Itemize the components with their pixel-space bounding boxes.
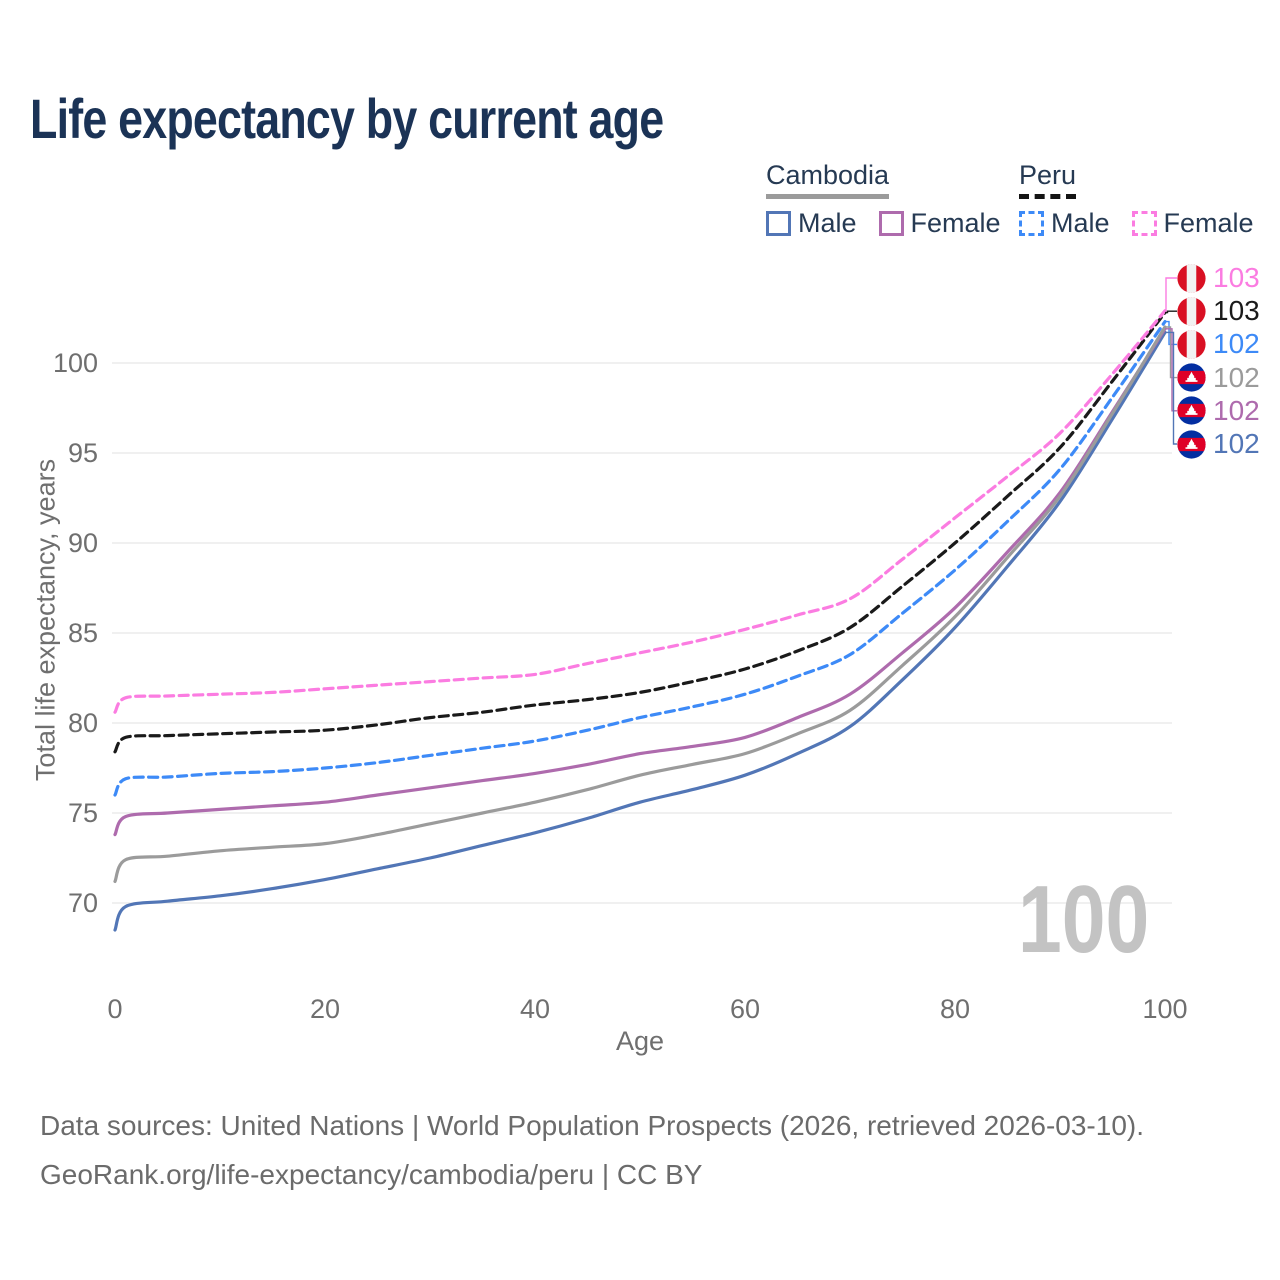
x-tick-100: 100 bbox=[1142, 994, 1188, 1024]
legend-item-peru-female[interactable]: Female bbox=[1131, 208, 1254, 239]
legend-item-cambodia-male[interactable]: Male bbox=[766, 208, 857, 239]
end-connector-peru bbox=[1165, 310, 1177, 314]
cambodia-flag-icon bbox=[1177, 363, 1206, 392]
end-label-row-cambodia[interactable]: 102 bbox=[1177, 363, 1260, 393]
peru-male-swatch-icon bbox=[1019, 211, 1044, 236]
peru-flag-icon bbox=[1177, 330, 1206, 359]
footer: Data sources: United Nations | World Pop… bbox=[40, 1106, 1144, 1203]
age-watermark: 100 bbox=[1018, 866, 1150, 973]
end-connector-cambodia-female bbox=[1165, 328, 1177, 412]
y-tick-85: 85 bbox=[67, 618, 98, 648]
end-label-value: 102 bbox=[1213, 428, 1260, 459]
end-label-value: 102 bbox=[1213, 394, 1260, 426]
end-connector-peru-female bbox=[1165, 277, 1177, 312]
cambodia-flag-icon bbox=[1177, 430, 1206, 459]
cambodia-male-swatch-icon bbox=[766, 211, 791, 236]
end-label-value: 102 bbox=[1213, 361, 1260, 393]
end-connector-cambodia bbox=[1165, 326, 1177, 379]
legend-group-cambodia: Cambodia Male Female bbox=[766, 160, 1001, 239]
series-line-peru[interactable] bbox=[113, 311, 1167, 754]
x-axis-title: Age bbox=[615, 1026, 665, 1056]
y-tick-70: 70 bbox=[67, 888, 98, 918]
end-label-row-peru-male[interactable]: 102 bbox=[1177, 329, 1260, 359]
y-tick-95: 95 bbox=[67, 438, 98, 468]
legend-item-label: Female bbox=[910, 208, 1001, 238]
x-tick-20: 20 bbox=[309, 994, 341, 1024]
end-label-row-cambodia-male[interactable]: 102 bbox=[1177, 429, 1260, 459]
y-tick-100: 100 bbox=[52, 348, 98, 378]
legend-country-peru[interactable]: Peru bbox=[1019, 160, 1077, 199]
end-label-row-cambodia-female[interactable]: 102 bbox=[1177, 396, 1260, 426]
series-line-peru-male[interactable] bbox=[113, 320, 1167, 797]
y-tick-90: 90 bbox=[67, 528, 98, 558]
footer-attribution: GeoRank.org/life-expectancy/cambodia/per… bbox=[40, 1158, 703, 1190]
end-label-value: 102 bbox=[1213, 328, 1260, 360]
series-line-cambodia[interactable] bbox=[113, 325, 1167, 883]
end-label-row-peru-female[interactable]: 103 bbox=[1177, 263, 1260, 293]
legend-group-peru: Peru Male Female bbox=[1019, 160, 1254, 239]
end-label-value: 103 bbox=[1213, 295, 1260, 327]
x-tick-40: 40 bbox=[519, 994, 551, 1024]
series-line-peru-female[interactable] bbox=[113, 309, 1167, 714]
peru-female-swatch-icon bbox=[1131, 211, 1157, 236]
series-line-cambodia-female[interactable] bbox=[113, 327, 1167, 837]
legend-item-label: Female bbox=[1163, 208, 1254, 238]
legend-item-peru-male[interactable]: Male bbox=[1019, 208, 1110, 239]
page-title: Life expectancy by current age bbox=[30, 87, 664, 150]
y-tick-80: 80 bbox=[67, 708, 98, 738]
x-tick-80: 80 bbox=[939, 994, 971, 1024]
x-tick-60: 60 bbox=[729, 994, 761, 1024]
legend-item-cambodia-female[interactable]: Female bbox=[878, 208, 1001, 239]
series-line-cambodia-male[interactable] bbox=[113, 330, 1167, 932]
legend-country-cambodia[interactable]: Cambodia bbox=[766, 160, 890, 199]
legend-item-label: Male bbox=[1051, 208, 1110, 238]
y-tick-75: 75 bbox=[67, 798, 98, 828]
end-connector-cambodia-male bbox=[1165, 331, 1177, 445]
peru-flag-icon bbox=[1177, 264, 1206, 293]
peru-flag-icon bbox=[1177, 297, 1206, 326]
x-tick-0: 0 bbox=[107, 994, 123, 1024]
cambodia-female-swatch-icon bbox=[878, 211, 904, 236]
legend-item-label: Male bbox=[798, 208, 857, 238]
end-label-row-peru[interactable]: 103 bbox=[1177, 296, 1260, 326]
cambodia-flag-icon bbox=[1177, 396, 1206, 425]
footer-sources: Data sources: United Nations | World Pop… bbox=[40, 1110, 1145, 1141]
end-label-value: 103 bbox=[1213, 262, 1260, 293]
